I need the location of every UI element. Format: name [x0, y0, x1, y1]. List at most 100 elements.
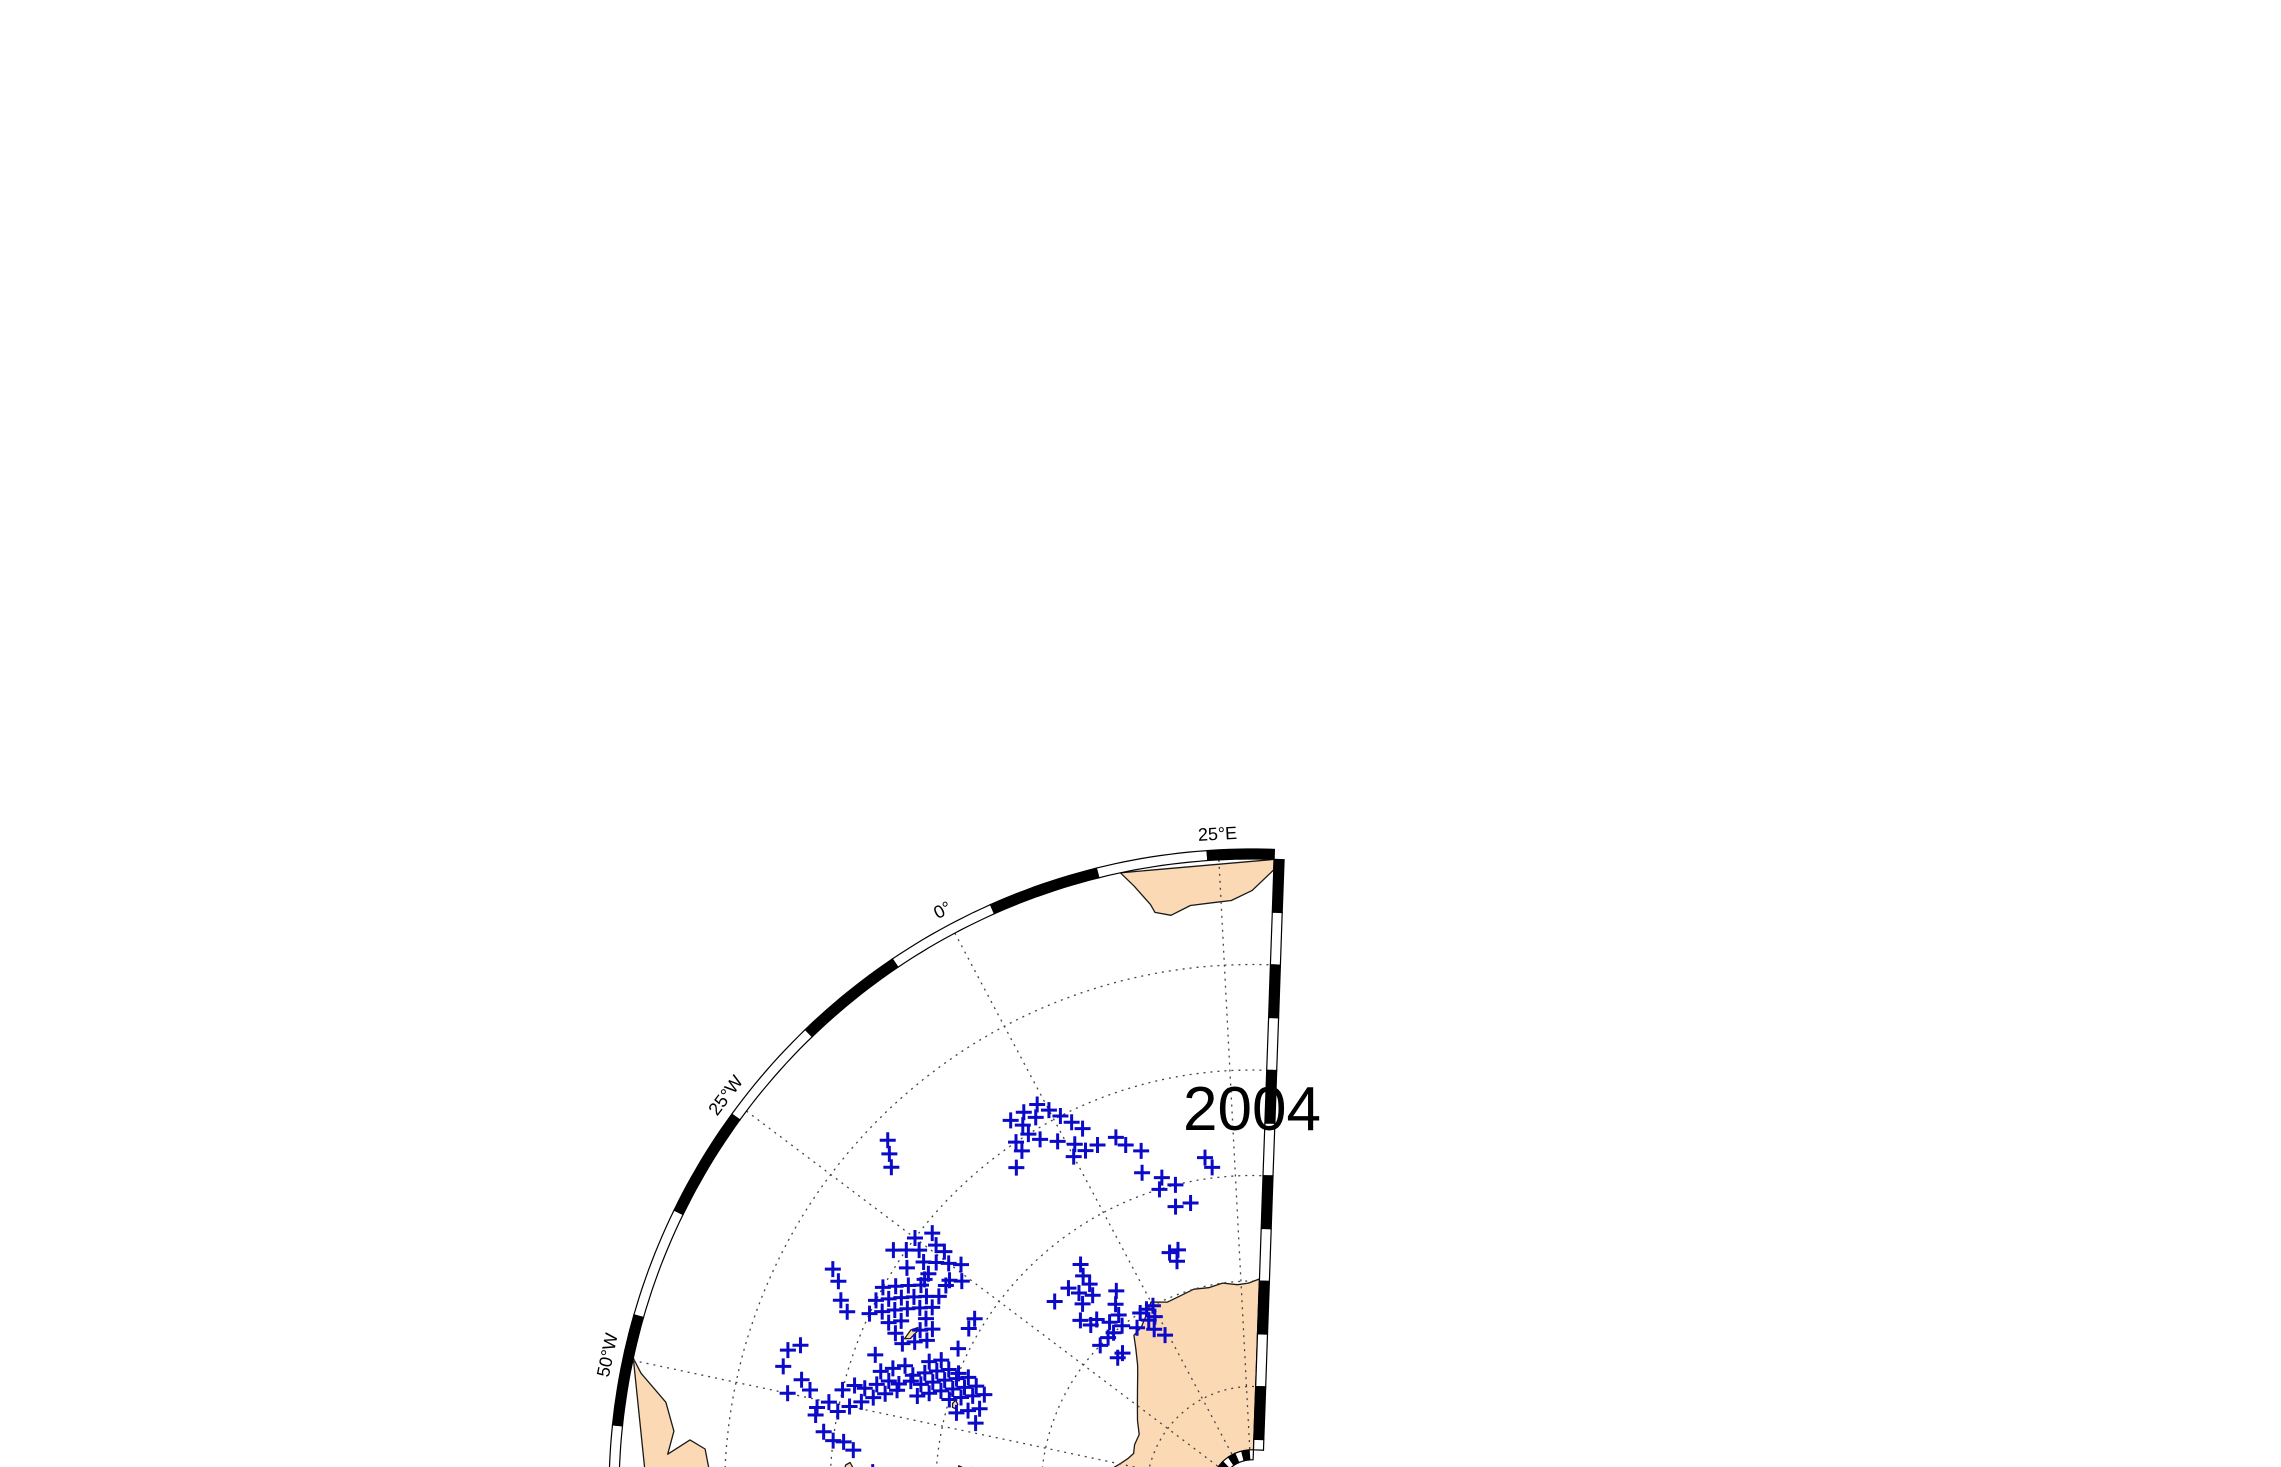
observation-marker	[967, 1415, 984, 1432]
observation-marker	[912, 1376, 929, 1393]
observation-marker	[1013, 1142, 1030, 1159]
observation-marker	[1052, 1108, 1069, 1124]
observation-marker	[1133, 1142, 1150, 1159]
frame-right-segment	[1253, 1385, 1267, 1441]
observation-marker	[924, 1299, 941, 1316]
land-falkland-islands	[842, 1461, 856, 1467]
observation-marker	[861, 1305, 878, 1322]
observation-marker	[1075, 1267, 1092, 1284]
land-south-america	[629, 1357, 889, 1467]
observation-marker	[930, 1288, 947, 1305]
meridian-line	[746, 1110, 1219, 1467]
observation-marker	[1153, 1169, 1170, 1186]
frame-right-segment	[1266, 1016, 1280, 1072]
observation-marker	[824, 1261, 841, 1278]
observation-marker	[928, 1237, 945, 1254]
observation-marker	[829, 1403, 846, 1420]
observation-marker	[877, 1385, 894, 1402]
observation-marker	[880, 1314, 897, 1331]
observation-marker	[846, 1377, 863, 1394]
parallel-line	[829, 1069, 1267, 1467]
frame-right-segment	[1258, 1227, 1272, 1283]
frame-right-segment	[1267, 964, 1282, 1019]
observation-marker	[868, 1376, 885, 1393]
observation-marker	[1008, 1159, 1025, 1176]
observation-marker	[1074, 1295, 1091, 1312]
observation-marker	[889, 1382, 906, 1399]
observation-marker	[966, 1310, 983, 1327]
observation-marker	[1107, 1129, 1124, 1146]
observation-marker	[1015, 1104, 1032, 1121]
observation-marker	[809, 1399, 826, 1416]
frame-right-segment	[1260, 1175, 1274, 1230]
observation-marker	[960, 1369, 977, 1386]
frame-bottom-segment	[1217, 1460, 1229, 1467]
observation-marker	[884, 1360, 901, 1377]
observation-marker	[906, 1230, 923, 1247]
observation-marker	[865, 1389, 882, 1406]
observation-marker	[1084, 1287, 1101, 1304]
observation-marker	[944, 1380, 961, 1397]
longitude-label: 0°	[930, 897, 955, 923]
observation-marker	[953, 1273, 970, 1290]
observation-marker	[893, 1312, 910, 1329]
observation-marker	[941, 1391, 958, 1408]
observation-marker	[856, 1380, 873, 1397]
observation-marker	[898, 1259, 915, 1276]
observation-marker	[950, 1340, 967, 1357]
observation-marker	[1146, 1321, 1163, 1338]
observation-marker	[867, 1292, 884, 1309]
parallel-line	[1145, 1385, 1256, 1467]
observation-marker	[779, 1342, 796, 1359]
observation-marker	[1167, 1176, 1184, 1193]
observation-marker	[950, 1365, 967, 1382]
frame-right-segment	[1269, 911, 1283, 966]
observation-marker	[887, 1325, 904, 1342]
observation-marker	[1063, 1114, 1080, 1131]
parallel-line	[723, 963, 1271, 1467]
observation-marker	[1002, 1112, 1019, 1129]
year-label: 2004	[1183, 1075, 1321, 1144]
frame-right-segment	[1256, 1280, 1271, 1335]
observation-marker	[779, 1385, 796, 1402]
observation-marker	[1101, 1314, 1118, 1331]
observation-marker	[1110, 1307, 1127, 1324]
observation-marker	[883, 1159, 900, 1176]
observation-marker	[1114, 1345, 1131, 1362]
observation-markers	[775, 1096, 1221, 1467]
observation-marker	[916, 1271, 933, 1288]
observation-marker	[1008, 1134, 1025, 1151]
observation-marker	[1107, 1296, 1124, 1313]
observation-marker	[948, 1404, 965, 1421]
observation-marker	[874, 1303, 891, 1320]
observation-marker	[1072, 1256, 1089, 1273]
observation-marker	[834, 1381, 851, 1398]
observation-marker	[1167, 1198, 1184, 1215]
observation-marker	[968, 1378, 985, 1395]
observation-marker	[897, 1357, 914, 1374]
observation-marker	[835, 1433, 852, 1450]
land-antarctica	[970, 1278, 1261, 1467]
observation-marker	[960, 1402, 977, 1419]
observation-marker	[933, 1352, 950, 1369]
frame-right-segment	[1255, 1333, 1269, 1388]
observation-marker	[909, 1388, 926, 1405]
observation-marker	[853, 1393, 870, 1410]
observation-marker	[904, 1367, 921, 1384]
observation-marker	[911, 1242, 928, 1259]
frame-right-segment	[1271, 858, 1285, 914]
observation-marker	[801, 1381, 818, 1398]
meridian-line	[1218, 859, 1251, 1450]
observation-marker	[1074, 1120, 1091, 1137]
observation-marker	[867, 1346, 884, 1363]
observation-marker	[1088, 1311, 1105, 1328]
observation-marker	[976, 1386, 993, 1403]
observation-marker	[1204, 1159, 1221, 1176]
observation-marker	[918, 1332, 935, 1349]
observation-marker	[1161, 1244, 1178, 1261]
observation-marker	[1072, 1312, 1089, 1329]
observation-marker	[1151, 1181, 1168, 1198]
observation-marker	[916, 1364, 933, 1381]
observation-marker	[936, 1372, 953, 1389]
